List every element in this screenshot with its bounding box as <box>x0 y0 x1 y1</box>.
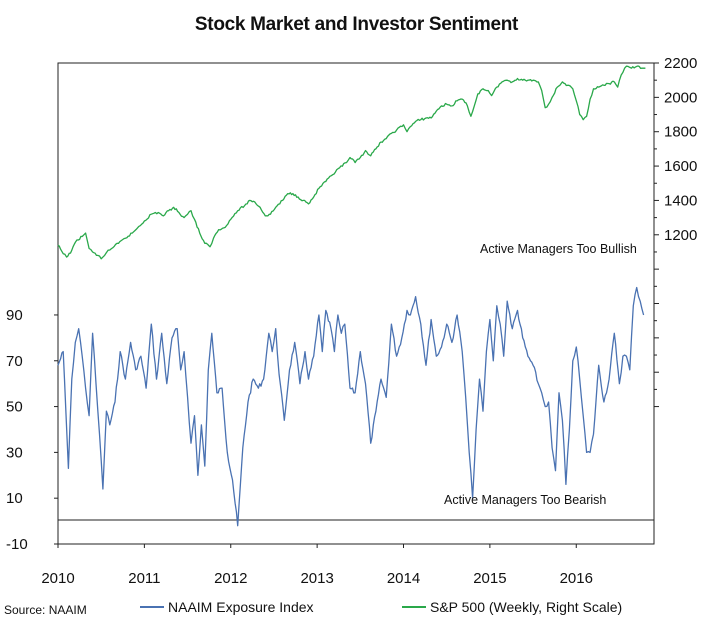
x-tick-label: 2013 <box>300 570 333 587</box>
right-tick-label: 2200 <box>664 55 697 72</box>
legend-swatch-sp500 <box>402 606 426 608</box>
legend-label-naaim: NAAIM Exposure Index <box>168 599 314 615</box>
left-tick-label: 70 <box>6 353 23 370</box>
x-tick-label: 2011 <box>128 570 160 587</box>
legend-item-naaim: NAAIM Exposure Index <box>140 599 314 615</box>
left-axis: 90 70 50 30 10 -10 <box>6 307 58 553</box>
right-tick-label: 1400 <box>664 192 697 209</box>
x-tick-label: 2010 <box>41 570 74 587</box>
left-tick-label: 90 <box>6 307 23 324</box>
x-tick-label: 2016 <box>560 570 593 587</box>
annotation-bearish: Active Managers Too Bearish <box>444 493 606 507</box>
legend-label-sp500: S&P 500 (Weekly, Right Scale) <box>430 599 623 615</box>
left-tick-label: 30 <box>6 444 23 461</box>
chart-title: Stock Market and Investor Sentiment <box>194 14 519 35</box>
left-tick-label: 10 <box>6 490 23 507</box>
x-axis: 2010 2011 2012 2013 2014 2015 2016 <box>41 544 593 587</box>
series-line-naaim <box>57 286 645 527</box>
right-tick-label: 1800 <box>664 124 697 141</box>
left-tick-label: -10 <box>6 536 28 553</box>
right-axis: 2200 2000 1800 1600 1400 1200 <box>654 55 697 408</box>
source-note: Source: NAAIM <box>4 603 87 617</box>
annotation-bullish: Active Managers Too Bullish <box>480 242 637 256</box>
legend-item-sp500: S&P 500 (Weekly, Right Scale) <box>402 599 622 615</box>
plot-frame <box>57 62 655 545</box>
series-line-sp500 <box>57 65 646 260</box>
x-tick-label: 2014 <box>387 570 420 587</box>
legend-swatch-naaim <box>140 606 164 608</box>
right-tick-label: 1200 <box>664 227 697 244</box>
right-tick-label: 2000 <box>664 89 697 106</box>
right-tick-label: 1600 <box>664 158 697 175</box>
left-tick-label: 50 <box>6 399 23 416</box>
x-tick-label: 2015 <box>473 570 506 587</box>
series-layer <box>57 65 646 527</box>
x-tick-label: 2012 <box>214 570 247 587</box>
